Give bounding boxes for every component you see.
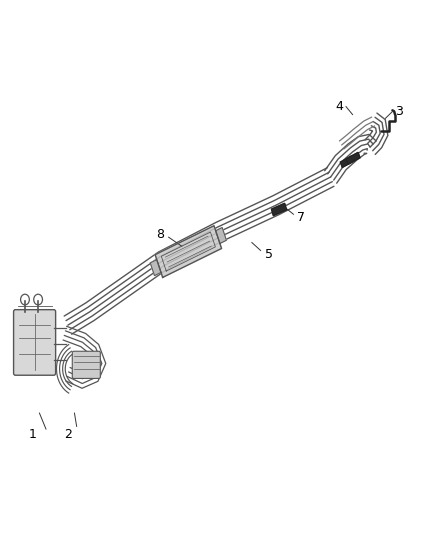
Text: 7: 7 <box>297 211 305 224</box>
Text: 1: 1 <box>29 428 37 441</box>
FancyBboxPatch shape <box>14 310 56 375</box>
Text: 3: 3 <box>395 106 403 118</box>
Text: 5: 5 <box>265 248 273 261</box>
Text: 8: 8 <box>156 228 164 241</box>
Polygon shape <box>272 203 286 216</box>
Text: 2: 2 <box>64 428 72 441</box>
Polygon shape <box>150 260 161 276</box>
Text: 4: 4 <box>336 100 343 113</box>
Polygon shape <box>155 226 222 277</box>
Polygon shape <box>346 152 360 164</box>
FancyBboxPatch shape <box>72 351 100 378</box>
Polygon shape <box>215 228 226 244</box>
Polygon shape <box>340 156 354 167</box>
